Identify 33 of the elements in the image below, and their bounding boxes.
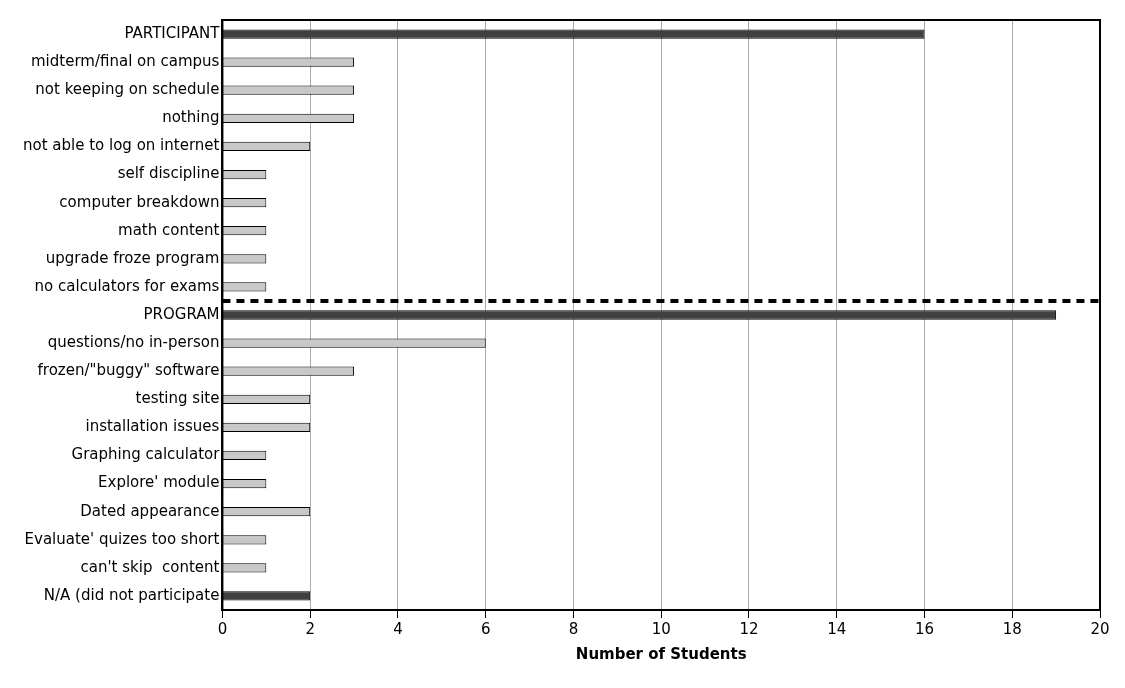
y-tick-label: self discipline xyxy=(117,164,220,183)
x-tick-label: 12 xyxy=(739,619,759,638)
y-tick-label: installation issues xyxy=(85,417,220,436)
x-tick-label: 16 xyxy=(914,619,935,638)
y-tick-label: frozen/"buggy" software xyxy=(37,361,220,380)
y-tick-label: PROGRAM xyxy=(143,304,220,323)
x-tick-label: 20 xyxy=(1090,619,1110,638)
y-tick-label: Explore' module xyxy=(98,473,220,492)
y-tick-label: not able to log on internet xyxy=(22,136,220,155)
y-tick-label: nothing xyxy=(162,108,220,127)
y-tick-label: midterm/final on campus xyxy=(31,52,220,71)
y-tick-label: Graphing calculator xyxy=(71,445,221,464)
x-tick-label: 2 xyxy=(305,619,315,638)
x-tick-label: 6 xyxy=(480,619,491,638)
x-axis-title: Number of Students xyxy=(575,644,747,663)
y-tick-label: can't skip content xyxy=(80,557,220,576)
y-tick-label: math content xyxy=(118,220,220,239)
y-tick-label: questions/no in-person xyxy=(47,332,220,351)
x-tick-label: 10 xyxy=(651,619,671,638)
y-tick-label: not keeping on schedule xyxy=(35,80,220,99)
y-tick-label: computer breakdown xyxy=(59,192,220,211)
y-tick-label: N/A (did not participate xyxy=(43,585,220,604)
y-tick-label: Dated appearance xyxy=(80,501,220,520)
x-tick-label: 0 xyxy=(217,619,228,638)
x-tick-label: 14 xyxy=(827,619,847,638)
x-tick-label: 8 xyxy=(568,619,579,638)
y-tick-label: no calculators for exams xyxy=(34,276,220,295)
y-tick-label: PARTICIPANT xyxy=(124,23,221,42)
x-tick-label: 4 xyxy=(393,619,403,638)
x-tick-label: 18 xyxy=(1002,619,1022,638)
y-tick-label: Evaluate' quizes too short xyxy=(24,529,220,548)
y-tick-label: upgrade froze program xyxy=(45,248,220,267)
y-tick-label: testing site xyxy=(135,389,220,408)
